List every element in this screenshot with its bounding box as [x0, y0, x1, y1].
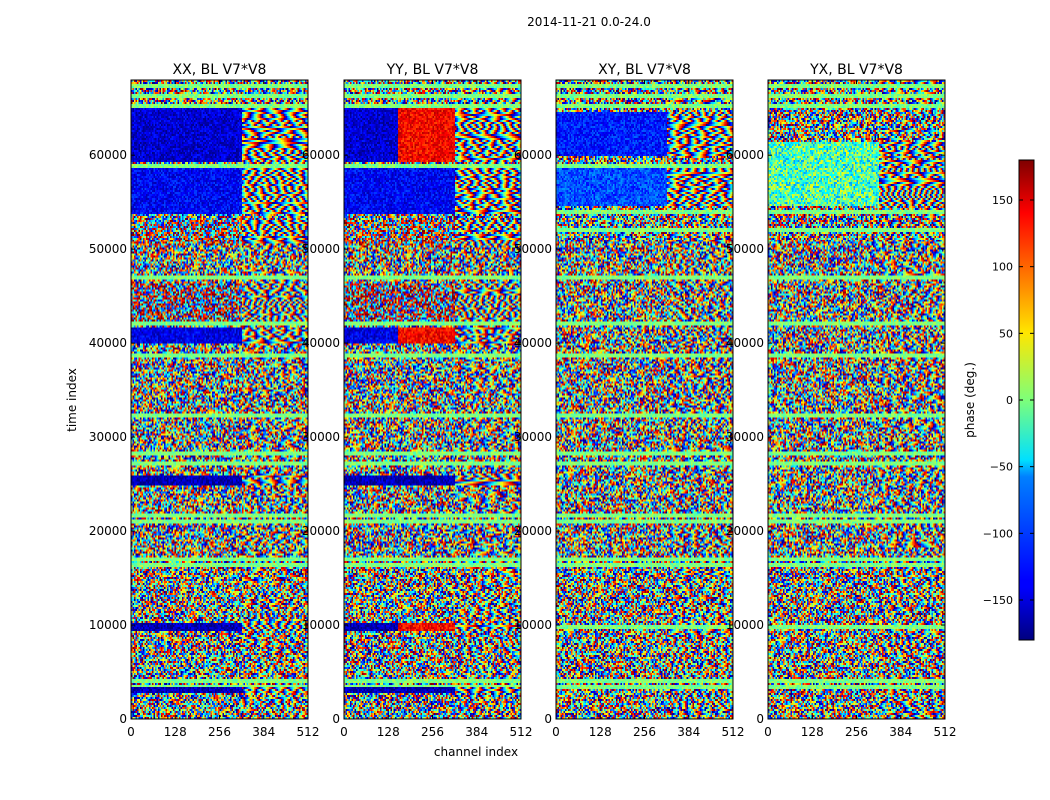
- x-tick-label: 128: [589, 725, 612, 739]
- x-tick-label: 0: [552, 725, 560, 739]
- y-tick-label: 0: [332, 712, 340, 726]
- x-tick-label: 256: [633, 725, 656, 739]
- y-tick-label: 60000: [514, 148, 552, 162]
- x-tick-label: 0: [127, 725, 135, 739]
- x-tick-label: 384: [677, 725, 700, 739]
- x-tick-label: 512: [297, 725, 320, 739]
- y-tick-label: 20000: [514, 524, 552, 538]
- y-tick-label: 0: [544, 712, 552, 726]
- y-tick-label: 60000: [726, 148, 764, 162]
- y-tick-label: 60000: [89, 148, 127, 162]
- x-tick-label: 384: [465, 725, 488, 739]
- colorbar-tick-label: −150: [983, 594, 1013, 607]
- y-tick-label: 10000: [514, 618, 552, 632]
- y-tick-label: 10000: [726, 618, 764, 632]
- panel-title-yy: YY, BL V7*V8: [386, 62, 479, 78]
- y-tick-label: 50000: [514, 242, 552, 256]
- heatmap-yy: [344, 80, 521, 719]
- x-tick-label: 256: [208, 725, 231, 739]
- y-tick-label: 20000: [726, 524, 764, 538]
- y-tick-label: 40000: [302, 336, 340, 350]
- y-tick-label: 10000: [89, 618, 127, 632]
- heatmap-xy: [556, 80, 733, 719]
- y-tick-label: 30000: [302, 430, 340, 444]
- y-tick-label: 40000: [89, 336, 127, 350]
- x-tick-label: 0: [340, 725, 348, 739]
- colorbar-tick-label: −50: [990, 461, 1013, 474]
- colorbar-tick-label: −100: [983, 527, 1013, 540]
- colorbar-tick-label: 100: [992, 261, 1013, 274]
- x-tick-label: 512: [722, 725, 745, 739]
- x-tick-label: 0: [764, 725, 772, 739]
- panel-yx: YX, BL V7*V8 0 128 256 384 512 0 10000 20000 3000…: [726, 62, 957, 739]
- y-tick-label: 0: [119, 712, 127, 726]
- colorbar-tick-label: 50: [999, 327, 1013, 340]
- y-tick-label: 50000: [302, 242, 340, 256]
- colorbar-tick-label: 150: [992, 194, 1013, 207]
- x-tick-label: 256: [421, 725, 444, 739]
- heatmap-xx: [131, 80, 308, 719]
- colorbar: 150 100 50 0 −50 −100 −150 phase (deg.): [963, 159, 1035, 641]
- x-tick-label: 256: [845, 725, 868, 739]
- x-tick-label: 384: [252, 725, 275, 739]
- x-tick-label: 512: [934, 725, 957, 739]
- x-tick-label: 128: [801, 725, 824, 739]
- y-tick-label: 0: [756, 712, 764, 726]
- panel-title-xx: XX, BL V7*V8: [173, 62, 267, 78]
- panel-yy: YY, BL V7*V8 0 128 256 384 512 0 10000 20000 3000…: [302, 62, 533, 739]
- x-tick-label: 128: [377, 725, 400, 739]
- y-tick-label: 10000: [302, 618, 340, 632]
- panel-xy: XY, BL V7*V8 0 128 256 384 512 0 10000 20000 3000…: [514, 62, 745, 739]
- panel-title-yx: YX, BL V7*V8: [809, 62, 903, 78]
- colorbar-tick-label: 0: [1006, 394, 1013, 407]
- y-tick-label: 30000: [726, 430, 764, 444]
- panel-xx: XX, BL V7*V8 0 128 256 384 512 0 10000 20000 3000…: [89, 62, 320, 739]
- figure-suptitle: 2014-11-21 0.0-24.0: [527, 15, 651, 29]
- y-tick-label: 40000: [726, 336, 764, 350]
- y-tick-label: 50000: [726, 242, 764, 256]
- colorbar-label: phase (deg.): [963, 362, 977, 438]
- y-tick-label: 30000: [89, 430, 127, 444]
- x-axis-label: channel index: [434, 745, 518, 759]
- y-tick-label: 20000: [302, 524, 340, 538]
- y-tick-label: 40000: [514, 336, 552, 350]
- x-tick-label: 384: [889, 725, 912, 739]
- panel-title-xy: XY, BL V7*V8: [598, 62, 691, 78]
- x-tick-label: 128: [164, 725, 187, 739]
- y-tick-label: 60000: [302, 148, 340, 162]
- heatmap-yx: [768, 80, 945, 719]
- y-axis-label: time index: [65, 368, 79, 432]
- y-tick-label: 20000: [89, 524, 127, 538]
- x-tick-label: 512: [510, 725, 533, 739]
- y-tick-label: 50000: [89, 242, 127, 256]
- y-tick-label: 30000: [514, 430, 552, 444]
